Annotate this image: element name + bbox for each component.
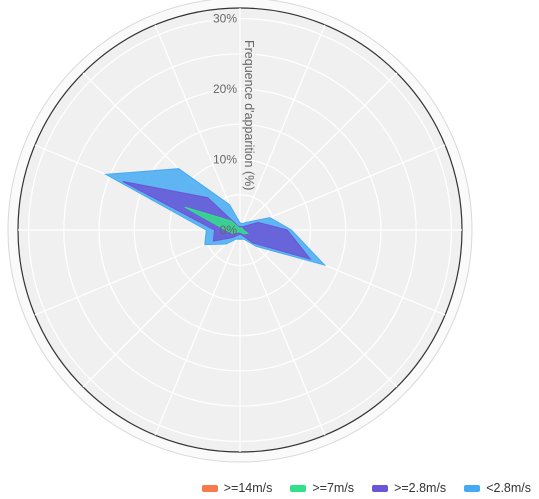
grid-spoke [239,24,326,231]
grid-spoke [239,229,398,388]
series-polygons [104,168,327,267]
radial-ticks: 0% 10% 20% 30% [213,12,237,237]
tick-label: 0% [220,223,238,237]
legend-swatch [464,484,481,492]
tick-label: 20% [213,82,237,96]
legend-swatch [201,484,218,492]
series-area[interactable] [184,206,249,235]
legend: >=14m/s >=7m/s >=2.8m/s <2.8m/s [0,479,539,497]
grid-spoke [154,229,241,436]
wind-rose-chart: 0% 10% 20% 30% Frequence d'apparition (%… [7,0,473,463]
legend-item-7ms[interactable]: >=7m/s [290,481,354,495]
legend-swatch [290,484,307,492]
legend-item-14ms[interactable]: >=14m/s [201,481,273,495]
legend-label: >=14m/s [223,481,273,495]
legend-label: >=2.8m/s [394,481,447,495]
grid-spoke [154,24,241,231]
grid-spoke [239,72,398,231]
tick-label: 10% [213,153,237,167]
legend-item-lt-2-8ms[interactable]: <2.8m/s [464,481,531,495]
radial-axis-title: Frequence d'apparition (%) [242,40,256,190]
tick-label: 30% [213,12,237,26]
legend-label: <2.8m/s [486,481,531,495]
grid-spoke [239,144,446,231]
polar-grid [18,8,462,452]
legend-label: >=7m/s [312,481,355,495]
grid-spoke [239,229,326,436]
grid-spoke [82,229,241,388]
legend-item-2-8ms[interactable]: >=2.8m/s [372,481,446,495]
legend-swatch [372,484,389,492]
